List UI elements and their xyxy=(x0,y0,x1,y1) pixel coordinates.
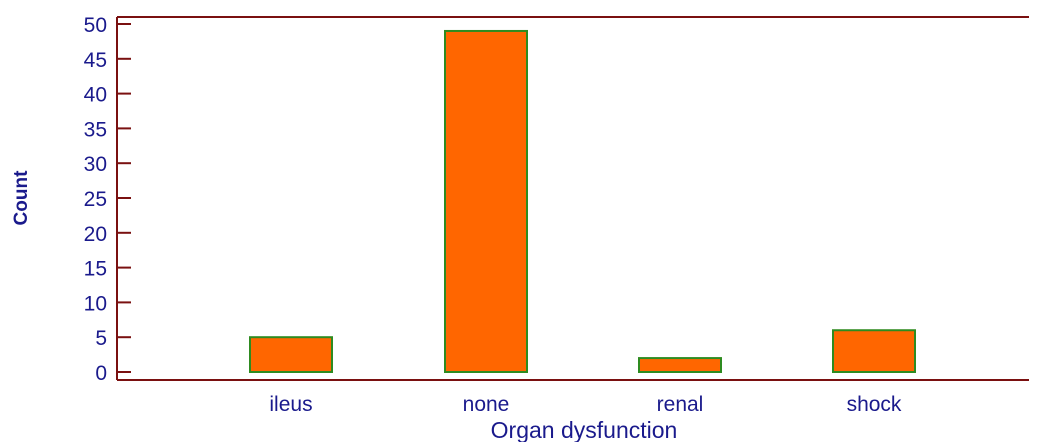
y-tick-label: 15 xyxy=(84,258,107,281)
y-axis-title: Count xyxy=(11,170,32,226)
y-axis-ticks: 0 5 10 15 20 25 30 35 40 45 50 xyxy=(84,14,131,385)
y-tick-label: 45 xyxy=(84,49,107,72)
x-tick-label: shock xyxy=(847,393,902,416)
y-tick-label: 50 xyxy=(84,14,107,37)
bar-shock xyxy=(832,329,916,373)
x-axis-ticks: ileus none renal shock xyxy=(269,393,902,416)
x-tick-label: renal xyxy=(657,393,704,416)
y-tick-label: 25 xyxy=(84,188,107,211)
x-tick-label: none xyxy=(463,393,510,416)
bar-ileus xyxy=(249,336,333,374)
bar-none xyxy=(444,29,528,374)
x-axis-title: Organ dysfunction xyxy=(491,417,678,442)
axes xyxy=(116,16,1029,381)
y-tick-label: 5 xyxy=(95,327,107,350)
y-tick-label: 20 xyxy=(84,223,107,246)
y-tick-label: 40 xyxy=(84,84,107,107)
y-tick-label: 0 xyxy=(95,362,107,385)
y-tick-label: 35 xyxy=(84,118,107,141)
bars xyxy=(249,29,916,374)
y-tick-label: 30 xyxy=(84,153,107,176)
x-tick-label: ileus xyxy=(269,393,312,416)
bar-renal xyxy=(638,357,722,373)
y-tick-label: 10 xyxy=(84,292,107,315)
